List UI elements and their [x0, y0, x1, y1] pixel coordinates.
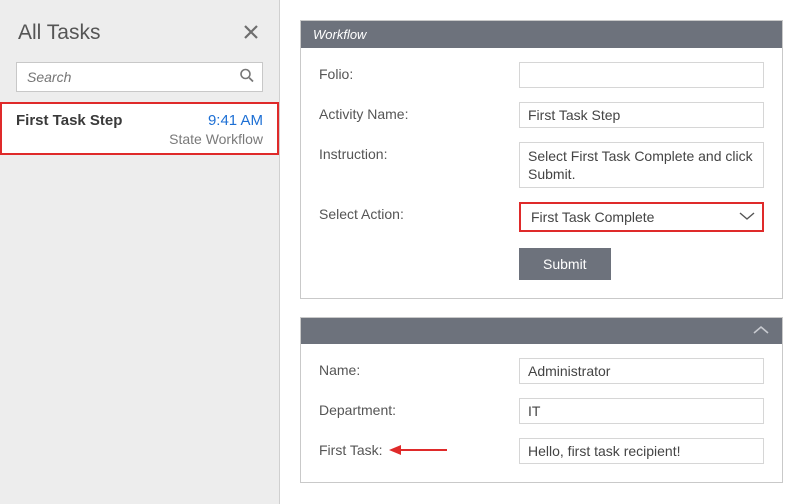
instruction-label: Instruction: [319, 142, 519, 162]
close-icon[interactable] [239, 18, 263, 48]
task-name: First Task Step [16, 112, 122, 129]
first-task-row: First Task: [319, 438, 764, 464]
select-action-label: Select Action: [319, 202, 519, 222]
details-panel: Name: Department: First Task: [300, 317, 783, 483]
first-task-label: First Task: [319, 438, 519, 458]
department-row: Department: [319, 398, 764, 424]
workflow-panel-header: Workflow [301, 21, 782, 48]
select-action-value: First Task Complete [531, 209, 738, 225]
folio-row: Folio: [319, 62, 764, 88]
chevron-down-icon [738, 209, 756, 225]
name-label: Name: [319, 358, 519, 378]
details-panel-header [301, 318, 782, 344]
first-task-label-text: First Task: [319, 442, 383, 458]
task-time: 9:41 AM [208, 112, 263, 129]
department-input[interactable] [519, 398, 764, 424]
select-action-row: Select Action: First Task Complete [319, 202, 764, 232]
search-input[interactable] [16, 62, 263, 92]
task-subtitle: State Workflow [16, 131, 263, 147]
task-item-row: First Task Step 9:41 AM [16, 112, 263, 129]
activity-row: Activity Name: [319, 102, 764, 128]
sidebar-title: All Tasks [18, 21, 100, 45]
name-row: Name: [319, 358, 764, 384]
workflow-panel-body: Folio: Activity Name: Instruction: Selec… [301, 48, 782, 298]
sidebar-header: All Tasks [0, 0, 279, 62]
content-area: Workflow Folio: Activity Name: Instruc [280, 0, 793, 504]
select-action-dropdown[interactable]: First Task Complete [519, 202, 764, 232]
department-label: Department: [319, 398, 519, 418]
submit-button[interactable]: Submit [519, 248, 611, 280]
search-field-wrap [16, 62, 263, 92]
details-panel-body: Name: Department: First Task: [301, 344, 782, 482]
workflow-panel-title: Workflow [313, 27, 366, 42]
activity-input[interactable] [519, 102, 764, 128]
task-item[interactable]: First Task Step 9:41 AM State Workflow [0, 102, 279, 155]
tasks-sidebar: All Tasks First Task Step 9:41 AM State … [0, 0, 280, 504]
instruction-value: Select First Task Complete and click Sub… [519, 142, 764, 188]
activity-label: Activity Name: [319, 102, 519, 122]
first-task-input[interactable] [519, 438, 764, 464]
annotation-arrow-icon [389, 444, 449, 456]
name-input[interactable] [519, 358, 764, 384]
workflow-panel: Workflow Folio: Activity Name: Instruc [300, 20, 783, 299]
instruction-row: Instruction: Select First Task Complete … [319, 142, 764, 188]
chevron-up-icon[interactable] [752, 324, 770, 339]
folio-input[interactable] [519, 62, 764, 88]
folio-label: Folio: [319, 62, 519, 82]
